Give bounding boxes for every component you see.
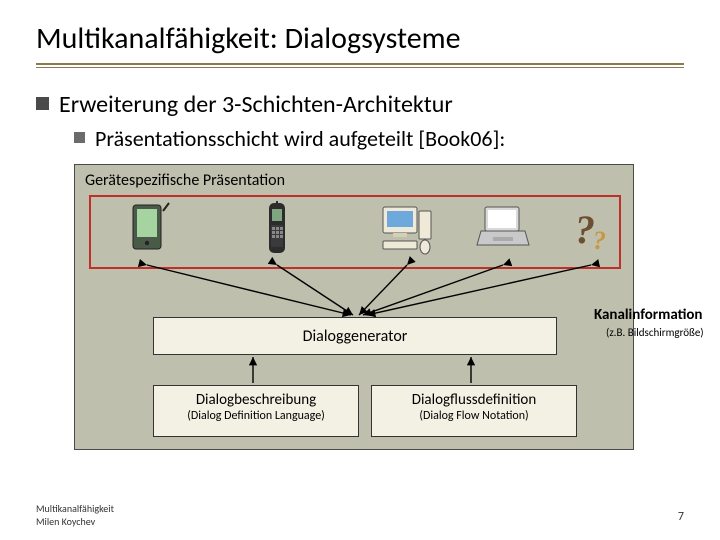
title-rule-thick <box>36 63 684 65</box>
bullet-1-1: Präsentationsschicht wird aufgeteilt [Bo… <box>74 125 684 152</box>
svg-text:?: ? <box>575 207 595 252</box>
device-laptop-icon <box>475 201 531 259</box>
diagram-panel: Gerätespezifische Präsentation <box>74 164 634 450</box>
footer-line1: Multikanalfähigkeit <box>36 503 114 516</box>
dialog-beschreibung-box: Dialogbeschreibung (Dialog Definition La… <box>153 385 359 437</box>
device-phone-icon <box>249 201 305 259</box>
bullet-1: Erweiterung der 3-Schichten-Architektur <box>36 90 684 119</box>
kanalinformation-label: Kanalinformation <box>594 306 703 324</box>
dialog-generator-box: Dialoggenerator <box>153 317 557 355</box>
kanalinformation-sub: (z.B. Bildschirmgröße) <box>606 326 704 339</box>
dialog-beschreibung-title: Dialogbeschreibung <box>154 391 358 409</box>
device-pda-icon <box>119 201 175 259</box>
slide-title: Multikanalfähigkeit: Dialogsysteme <box>36 20 684 57</box>
dialog-fluss-box: Dialogflussdefinition (Dialog Flow Notat… <box>371 385 577 437</box>
page-number: 7 <box>678 510 684 524</box>
bullet-square-icon <box>36 97 49 110</box>
bullet-square-icon <box>74 132 85 143</box>
footer-left: Multikanalfähigkeit Milen Koychev <box>36 503 114 528</box>
svg-text:?: ? <box>593 226 606 255</box>
device-unknown-icon: ? ? <box>563 201 619 259</box>
device-desktop-icon <box>379 201 435 259</box>
bullet-1-text: Erweiterung der 3-Schichten-Architektur <box>59 90 453 119</box>
dialog-fluss-title: Dialogflussdefinition <box>372 391 576 409</box>
dialog-fluss-sub: (Dialog Flow Notation) <box>372 409 576 423</box>
bullet-1-1-text: Präsentationsschicht wird aufgeteilt [Bo… <box>95 125 505 152</box>
dialog-beschreibung-sub: (Dialog Definition Language) <box>154 409 358 423</box>
panel-top-label: Gerätespezifische Präsentation <box>85 171 285 190</box>
title-rule-thin <box>36 67 684 68</box>
dialog-generator-label: Dialoggenerator <box>303 327 408 346</box>
footer-line2: Milen Koychev <box>36 516 114 529</box>
